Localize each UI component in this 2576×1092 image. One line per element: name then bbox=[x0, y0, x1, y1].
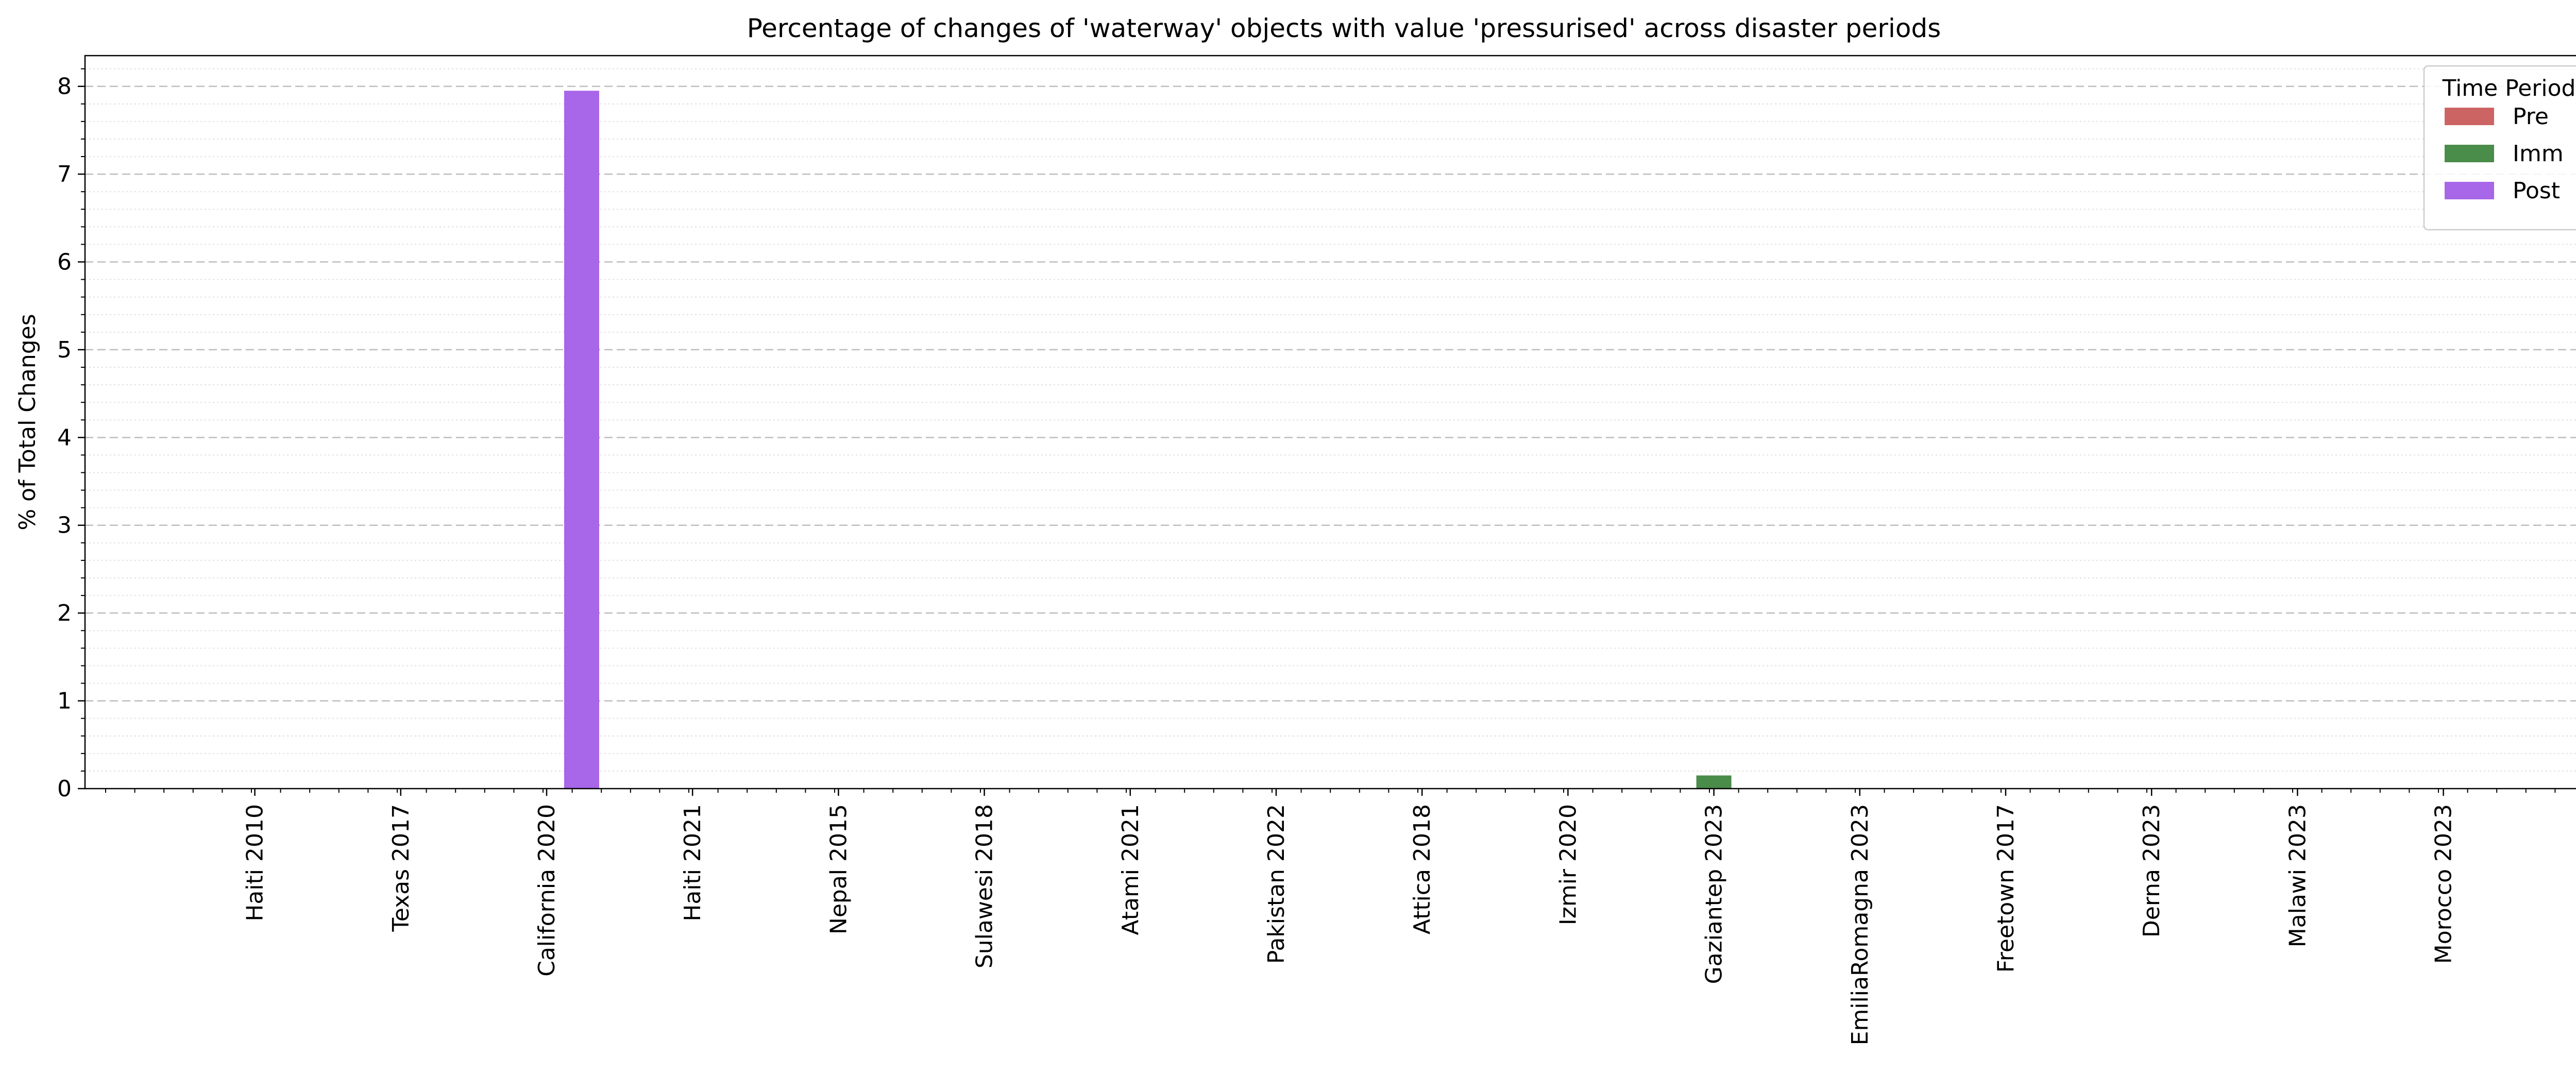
y-tick-label: 8 bbox=[57, 74, 72, 100]
y-tick-label: 2 bbox=[57, 600, 72, 626]
legend-entries: Pre Imm Post bbox=[2445, 104, 2564, 204]
x-tick-label: Morocco 2023 bbox=[2431, 804, 2457, 964]
legend-swatch-imm bbox=[2445, 145, 2494, 162]
y-tick-label: 6 bbox=[57, 249, 72, 275]
y-tick-label: 0 bbox=[57, 776, 72, 802]
legend-label-post: Post bbox=[2513, 178, 2560, 204]
x-tick-label: Haiti 2021 bbox=[680, 804, 706, 922]
x-tick-label: Atami 2021 bbox=[1117, 804, 1144, 935]
legend-label-imm: Imm bbox=[2513, 141, 2564, 167]
y-tick-label: 7 bbox=[57, 161, 72, 187]
bar-imm-gaziantep-2023 bbox=[1696, 775, 1732, 789]
bar-post-california-2020 bbox=[564, 91, 599, 789]
x-tick-label: California 2020 bbox=[534, 804, 560, 977]
grid-layer bbox=[85, 68, 2576, 772]
x-tick-label: Gaziantep 2023 bbox=[1701, 804, 1727, 984]
bar-layer bbox=[564, 91, 1732, 789]
axis-layer: 0 1 2 3 4 5 6 7 8 Haiti 2010 Texas 2017 California … bbox=[57, 68, 2556, 1045]
y-axis-label: % of Total Changes bbox=[14, 314, 41, 530]
y-tick-label: 3 bbox=[57, 513, 72, 539]
x-tick-label: Attica 2018 bbox=[1409, 804, 1435, 934]
y-tick-label: 1 bbox=[57, 688, 72, 714]
x-tick-label: Haiti 2010 bbox=[242, 804, 268, 922]
legend-title: Time Period bbox=[2442, 75, 2576, 101]
legend-swatch-pre bbox=[2445, 108, 2494, 125]
x-tick-label: EmiliaRomagna 2023 bbox=[1847, 804, 1873, 1045]
x-tick-label: Sulawesi 2018 bbox=[972, 804, 998, 968]
legend-label-pre: Pre bbox=[2513, 104, 2549, 130]
x-tick-label: Izmir 2020 bbox=[1555, 804, 1581, 925]
x-tick-label: Nepal 2015 bbox=[825, 804, 852, 934]
x-tick-label: Derna 2023 bbox=[2139, 804, 2165, 937]
x-tick-label: Freetown 2017 bbox=[1993, 804, 2019, 972]
legend: Time Period Pre Imm Post bbox=[2423, 65, 2576, 231]
plot-frame bbox=[84, 55, 2576, 790]
y-tick-label: 4 bbox=[57, 424, 72, 451]
x-tick-label: Malawi 2023 bbox=[2284, 804, 2311, 947]
x-tick-label: Pakistan 2022 bbox=[1263, 804, 1290, 964]
x-tick-label: Texas 2017 bbox=[388, 804, 414, 932]
chart-title: Percentage of changes of 'waterway' obje… bbox=[747, 13, 1941, 43]
legend-swatch-post bbox=[2445, 182, 2494, 199]
y-tick-label: 5 bbox=[57, 337, 72, 363]
